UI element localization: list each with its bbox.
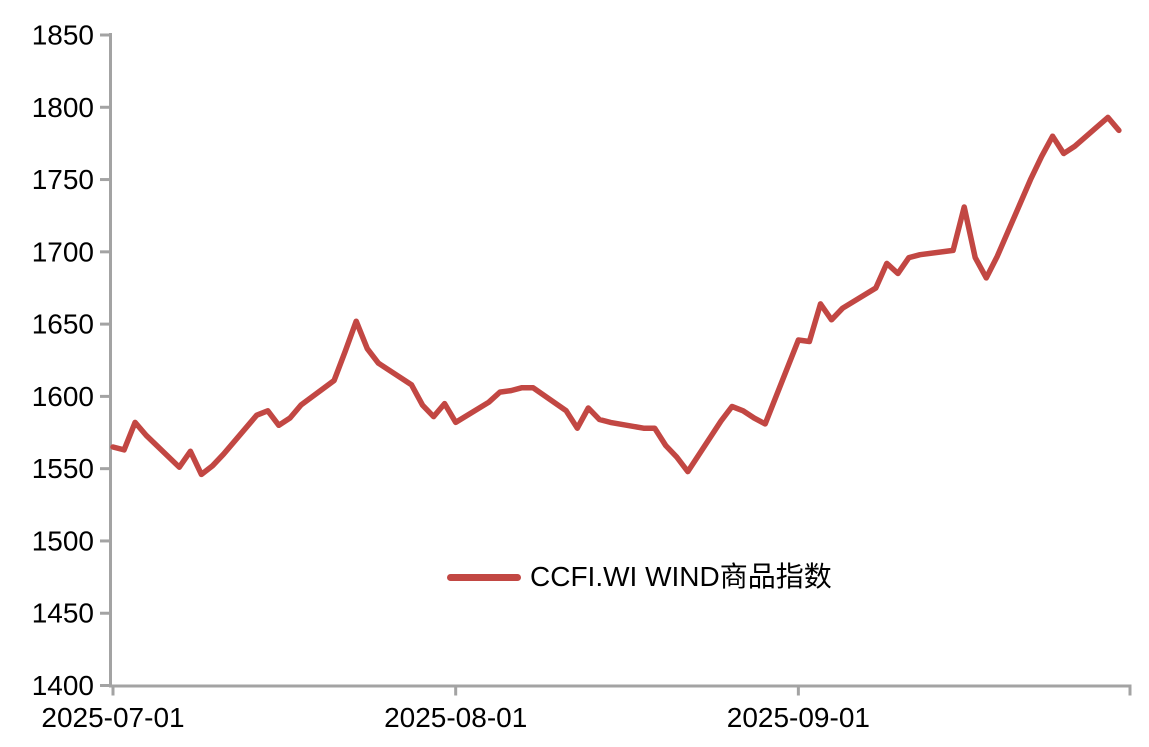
y-tick-label: 1800 [32,92,94,123]
y-tick-label: 1600 [32,381,94,412]
x-tick-label: 2025-07-01 [41,702,184,733]
y-tick-label: 1450 [32,598,94,629]
legend: CCFI.WI WIND商品指数 [447,563,832,591]
series-group [110,114,1122,478]
legend-label: CCFI.WI WIND商品指数 [530,561,832,592]
y-tick-label: 1850 [32,20,94,51]
axes [109,33,1132,688]
y-axis-ticks: 1400 1450 1500 1550 1600 1650 1700 1750 1800 1850 [32,20,110,701]
series-line-ccfi [110,114,1122,478]
x-axis-ticks: 2025-07-01 2025-08-01 2025-09-01 [41,686,1132,733]
y-tick-label: 1650 [32,309,94,340]
y-tick-label: 1550 [32,453,94,484]
y-tick-label: 1400 [32,670,94,701]
x-tick-label: 2025-08-01 [384,702,527,733]
y-tick-label: 1700 [32,236,94,267]
y-tick-label: 1500 [32,525,94,556]
legend-line-swatch [447,573,521,581]
x-tick-label: 2025-09-01 [727,702,870,733]
y-tick-label: 1750 [32,164,94,195]
